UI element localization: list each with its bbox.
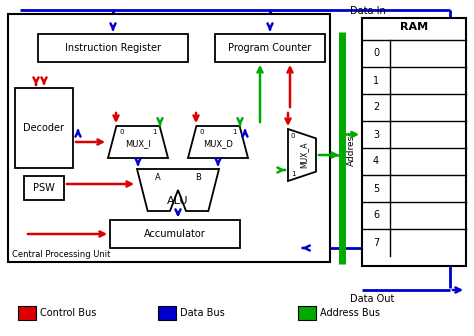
Text: A: A [155, 173, 160, 182]
Text: 1: 1 [152, 129, 156, 135]
Bar [362, 18, 466, 266]
Bar [15, 88, 73, 168]
Polygon shape [108, 126, 168, 158]
Text: MUX_A: MUX_A [300, 142, 309, 168]
Text: 6: 6 [373, 210, 379, 220]
Polygon shape [137, 169, 219, 211]
Text: MUX_I: MUX_I [125, 139, 151, 149]
Text: Control Bus: Control Bus [40, 308, 96, 318]
Text: MUX_D: MUX_D [203, 139, 233, 149]
Text: 0: 0 [200, 129, 204, 135]
Text: 1: 1 [373, 76, 379, 85]
Bar [18, 306, 36, 320]
Text: Address Bus: Address Bus [320, 308, 380, 318]
Text: Address: Address [347, 130, 356, 166]
Text: 3: 3 [373, 129, 379, 139]
Polygon shape [288, 129, 316, 181]
Text: 1: 1 [232, 129, 237, 135]
Bar [215, 34, 325, 62]
Bar [38, 34, 188, 62]
Text: B: B [196, 173, 201, 182]
Bar [24, 176, 64, 200]
Text: 5: 5 [373, 183, 379, 194]
Text: Accumulator: Accumulator [144, 229, 206, 239]
Text: 0: 0 [373, 48, 379, 58]
Text: Instruction Register: Instruction Register [65, 43, 161, 53]
Text: RAM: RAM [400, 22, 428, 32]
Bar [298, 306, 316, 320]
Text: Data Out: Data Out [350, 294, 394, 304]
Text: 7: 7 [373, 238, 379, 248]
Text: 0: 0 [291, 133, 295, 139]
Text: ALU: ALU [167, 196, 189, 206]
Text: 0: 0 [119, 129, 124, 135]
Text: PSW: PSW [33, 183, 55, 193]
Bar [8, 14, 330, 262]
Text: Decoder: Decoder [24, 123, 64, 133]
Text: 2: 2 [373, 102, 379, 113]
Text: Data Bus: Data Bus [180, 308, 225, 318]
Text: Program Counter: Program Counter [228, 43, 311, 53]
Text: Data In: Data In [350, 6, 386, 16]
Polygon shape [188, 126, 248, 158]
Text: 1: 1 [291, 171, 295, 177]
Bar [158, 306, 176, 320]
Text: Central Processing Unit: Central Processing Unit [12, 250, 110, 259]
Bar [110, 220, 240, 248]
Text: 4: 4 [373, 157, 379, 167]
